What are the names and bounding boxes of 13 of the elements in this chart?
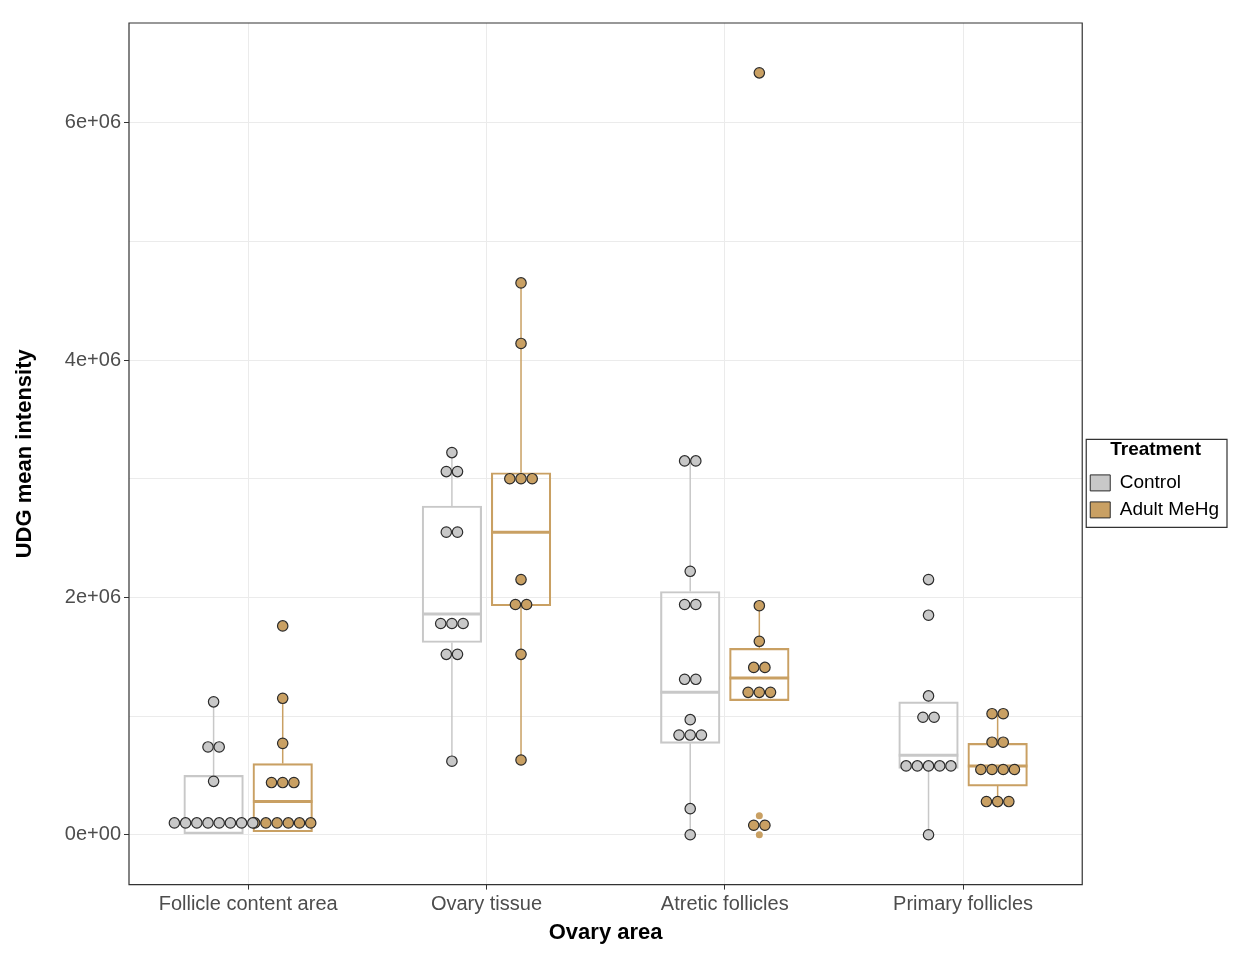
- legend-label: Adult MeHg: [1119, 498, 1220, 520]
- x-tick-label: Follicle content area: [158, 892, 339, 915]
- y-tick-label: 2e+06: [64, 584, 121, 607]
- x-axis-title: Ovary area: [548, 918, 664, 944]
- x-tick-label: Primary follicles: [893, 892, 1034, 915]
- x-tick-label: Ovary tissue: [430, 892, 543, 915]
- y-tick-label: 4e+06: [64, 347, 121, 370]
- y-axis-title: UDG mean intensity: [11, 348, 37, 559]
- legend-label: Control: [1119, 471, 1181, 493]
- legend-title: Treatment: [1110, 438, 1202, 460]
- x-tick-label: Atretic follicles: [660, 892, 789, 915]
- y-tick-label: 0e+00: [64, 822, 121, 845]
- y-tick-label: 6e+06: [64, 110, 121, 133]
